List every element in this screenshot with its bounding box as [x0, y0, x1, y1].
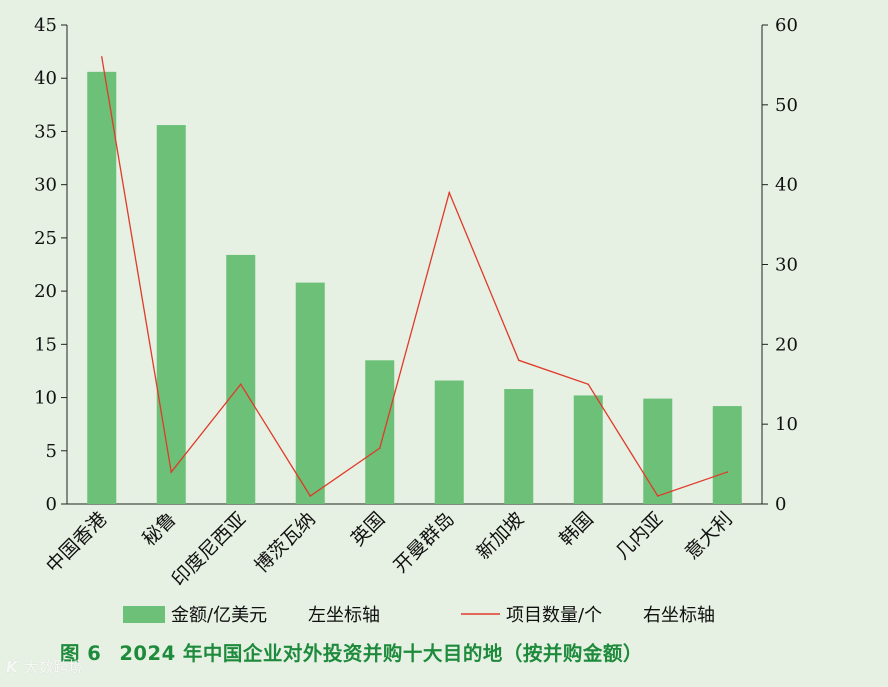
category-label: 博茨瓦纳 [250, 508, 319, 577]
figure-number: 图 6 [60, 642, 102, 665]
line-point [656, 495, 659, 497]
bar [573, 395, 603, 504]
legend-line-axis-note: 右坐标轴 [643, 605, 715, 626]
bar [712, 406, 742, 504]
line-point [170, 471, 173, 473]
bar [504, 389, 534, 504]
line-point [517, 359, 520, 362]
right-tick-label: 0 [775, 494, 786, 515]
bar [643, 398, 673, 504]
bar [87, 71, 117, 504]
right-tick-label: 10 [775, 414, 798, 435]
figure-title: 2024 年中国企业对外投资并购十大目的地（按并购金额） [119, 642, 643, 665]
line-point [587, 383, 590, 386]
bar [226, 254, 256, 504]
chart-area: 0 5 10 15 20 25 30 35 40 45 0 10 20 30 40 50 60 中国香港 秘鲁印度… [34, 15, 798, 626]
category-label: 开曼群岛 [389, 508, 458, 577]
figure-caption: 图 6 2024 年中国企业对外投资并购十大目的地（按并购金额） [60, 637, 643, 666]
category-label: 英国 [347, 508, 389, 550]
line-series-path [101, 56, 728, 497]
watermark-logo: K [6, 658, 18, 676]
category-label: 意大利 [681, 508, 737, 564]
bar-series [87, 71, 742, 505]
category-label: 中国香港 [42, 508, 111, 577]
legend-bar-swatch [123, 606, 165, 623]
bar [365, 360, 395, 504]
left-tick-label: 0 [46, 494, 57, 515]
right-tick-label: 50 [775, 95, 798, 116]
left-tick-label: 35 [34, 121, 57, 142]
line-point [239, 383, 242, 386]
line-point [100, 56, 103, 58]
bar [434, 380, 464, 504]
bar [156, 125, 186, 505]
watermark-text: 大数跨境 [23, 658, 84, 676]
left-tick-label: 40 [34, 68, 57, 89]
category-label: 印度尼西亚 [168, 508, 251, 591]
legend-bar-label: 金额/亿美元 [171, 605, 267, 626]
left-tick-label: 45 [34, 15, 57, 36]
line-series [100, 56, 729, 497]
line-point [378, 447, 381, 449]
category-label: 韩国 [555, 508, 597, 550]
right-tick-label: 20 [775, 334, 798, 355]
bar [295, 282, 325, 504]
left-tick-label: 25 [34, 228, 57, 249]
line-point [726, 471, 729, 473]
line-point [448, 191, 451, 194]
category-label: 几内亚 [611, 508, 667, 564]
left-tick-label: 10 [34, 388, 57, 409]
right-tick-label: 40 [775, 175, 798, 196]
legend-line-label: 项目数量/个 [506, 605, 602, 626]
legend: 金额/亿美元 左坐标轴 项目数量/个 右坐标轴 [123, 605, 715, 626]
category-label: 新加坡 [472, 508, 528, 564]
left-tick-label: 5 [46, 441, 57, 462]
left-tick-label: 20 [34, 281, 57, 302]
right-tick-label: 30 [775, 255, 798, 276]
left-tick-label: 30 [34, 175, 57, 196]
line-point [309, 495, 312, 497]
right-tick-label: 60 [775, 15, 798, 36]
watermark: K 大数跨境 [6, 656, 84, 677]
category-label: 秘鲁 [138, 508, 180, 550]
legend-bar-axis-note: 左坐标轴 [308, 605, 380, 626]
axes: 0 5 10 15 20 25 30 35 40 45 0 10 20 30 40 50 60 [34, 15, 798, 515]
left-tick-label: 15 [34, 334, 57, 355]
